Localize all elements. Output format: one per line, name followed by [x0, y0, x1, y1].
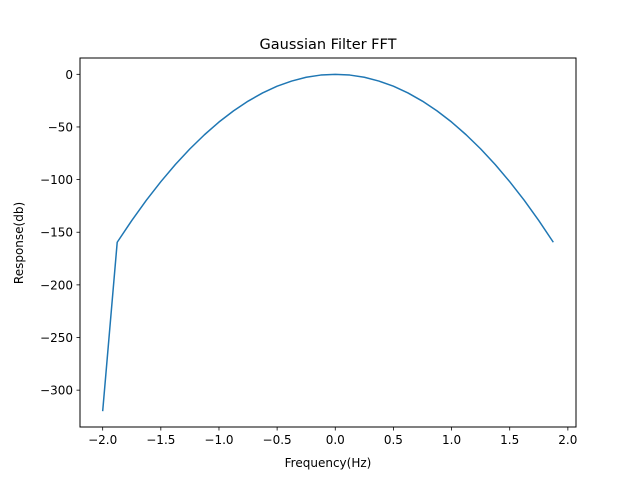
- x-tick-label: 1.0: [442, 433, 461, 447]
- x-tick-label: −1.0: [204, 433, 233, 447]
- y-tick-label: −100: [40, 173, 73, 187]
- y-tick-label: −150: [40, 226, 73, 240]
- chart-title: Gaussian Filter FFT: [260, 37, 397, 53]
- x-tick-label: −2.0: [88, 433, 117, 447]
- x-tick-label: 0.5: [384, 433, 403, 447]
- x-tick-label: 0.0: [326, 433, 345, 447]
- y-tick-label: 0: [65, 68, 73, 82]
- series-line-0: [101, 73, 554, 412]
- plot-frame: [79, 57, 577, 428]
- y-tick-label: −200: [40, 278, 73, 292]
- y-tick-label: −250: [40, 331, 73, 345]
- x-axis-ticks: −2.0 −1.5 −1.0 −0.5 0.0 0.5 1.0 1.5 2.0: [88, 427, 577, 447]
- plot-area: [101, 73, 554, 412]
- x-tick-label: −1.5: [146, 433, 175, 447]
- x-tick-label: 1.5: [500, 433, 519, 447]
- y-tick-label: −300: [40, 384, 73, 398]
- y-tick-label: −50: [48, 120, 73, 134]
- x-tick-label: −0.5: [263, 433, 292, 447]
- y-axis-label: Response(db): [12, 202, 26, 284]
- x-tick-label: 2.0: [558, 433, 577, 447]
- x-axis-label: Frequency(Hz): [285, 456, 372, 470]
- y-axis-ticks: 0 −50 −100 −150 −200 −250 −300: [40, 68, 80, 398]
